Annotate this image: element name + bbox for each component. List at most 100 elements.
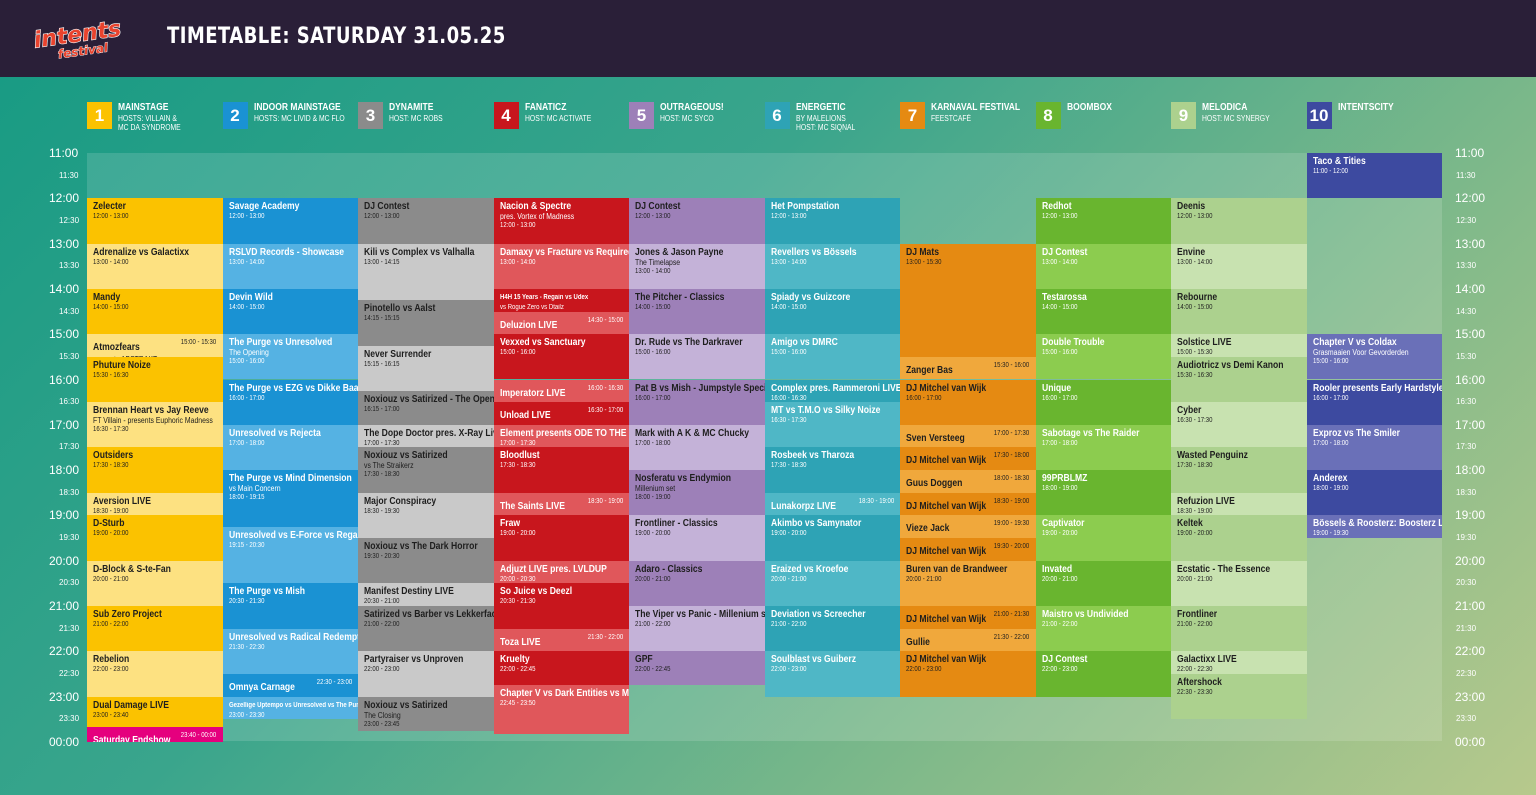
set-slot[interactable]: Gullie 21:30 - 22:00 bbox=[900, 628, 1036, 652]
set-slot[interactable]: Vieze Jack 19:00 - 19:30 bbox=[900, 515, 1036, 539]
set-slot[interactable]: Kruelty 22:00 - 22:45 bbox=[493, 651, 629, 686]
set-slot[interactable]: Damaxy vs Fracture vs Required 13:00 - 14… bbox=[493, 243, 629, 289]
set-slot[interactable]: Partyraiser vs Unproven 22:00 - 23:00 bbox=[358, 651, 494, 697]
set-slot[interactable]: Galactixx LIVE 22:00 - 22:30 bbox=[1171, 651, 1307, 674]
set-slot[interactable]: The Dope Doctor pres. X-Ray Live 17:00 - … bbox=[358, 424, 494, 448]
set-slot[interactable]: Eraized vs Kroefoe 20:00 - 21:00 bbox=[764, 560, 900, 606]
set-slot[interactable]: Aftershock 22:30 - 23:30 bbox=[1171, 673, 1307, 720]
set-slot[interactable]: Complex pres. Rammeroni LIVE 16:00 - 16:3… bbox=[764, 379, 900, 403]
set-slot[interactable]: Rebelion 22:00 - 23:00 bbox=[87, 651, 223, 697]
set-slot[interactable]: DJ Mitchel van Wijk 18:30 - 19:00 bbox=[900, 492, 1036, 516]
set-slot[interactable]: Saturday Endshow 23:40 - 00:00 bbox=[87, 726, 223, 742]
set-slot[interactable]: MT vs T.M.O vs Silky Noize 16:30 - 17:30 bbox=[764, 402, 900, 448]
set-slot[interactable]: Nosferatu vs Endymion Millenium set 18:00 … bbox=[629, 470, 765, 516]
set-slot[interactable]: Akimbo vs Samynator 19:00 - 20:00 bbox=[764, 515, 900, 561]
set-slot[interactable]: 99PRBLMZ 18:00 - 19:00 bbox=[1035, 470, 1171, 516]
set-slot[interactable]: Unique 16:00 - 17:00 bbox=[1035, 379, 1171, 425]
set-slot[interactable]: Zelecter 12:00 - 13:00 bbox=[87, 198, 223, 244]
set-slot[interactable]: Manifest Destiny LIVE 20:30 - 21:00 bbox=[358, 583, 494, 606]
set-slot[interactable]: DJ Contest 12:00 - 13:00 bbox=[629, 198, 765, 244]
set-slot[interactable]: DJ Mitchel van Wijk 21:00 - 21:30 bbox=[900, 606, 1036, 629]
set-slot[interactable]: Savage Academy 12:00 - 13:00 bbox=[222, 198, 358, 244]
set-slot[interactable]: Adrenalize vs Galactixx 13:00 - 14:00 bbox=[87, 243, 223, 289]
set-slot[interactable]: DJ Contest 12:00 - 13:00 bbox=[358, 198, 494, 244]
set-slot[interactable]: Atmozfearspresents ABSTRAKT 15:00 - 15:30 bbox=[87, 334, 223, 357]
set-slot[interactable]: Testarossa 14:00 - 15:00 bbox=[1035, 288, 1171, 335]
set-slot[interactable]: DJ Mitchel van Wijk 22:00 - 23:00 bbox=[900, 651, 1036, 697]
set-slot[interactable]: Noxiouz vs Satirized The Closing 23:00 - 2… bbox=[358, 696, 494, 731]
set-slot[interactable]: Chapter V vs Dark Entities vs Mortis22:4… bbox=[493, 685, 629, 735]
set-slot[interactable]: Major Conspiracy 18:30 - 19:30 bbox=[358, 492, 494, 539]
set-slot[interactable]: Exproz vs The Smiler 17:00 - 18:00 bbox=[1306, 424, 1442, 471]
set-slot[interactable]: Phuture Noize 15:30 - 16:30 bbox=[87, 356, 223, 403]
set-slot[interactable]: Unload LIVE 16:30 - 17:00 bbox=[493, 402, 629, 425]
set-slot[interactable]: DJ Mitchel van Wijk 17:30 - 18:00 bbox=[900, 447, 1036, 471]
set-slot[interactable]: Solstice LIVE 15:00 - 15:30 bbox=[1171, 334, 1307, 357]
set-slot[interactable]: DJ Mitchel van Wijk 19:30 - 20:00 bbox=[900, 538, 1036, 561]
set-slot[interactable]: Het Pompstation 12:00 - 13:00 bbox=[764, 198, 900, 244]
set-slot[interactable]: Revellers vs Bössels 13:00 - 14:00 bbox=[764, 243, 900, 289]
set-slot[interactable]: Double Trouble 15:00 - 16:00 bbox=[1035, 334, 1171, 380]
set-slot[interactable]: Unresolved vs E-Force vs Regain 19:15 - 2… bbox=[222, 526, 358, 584]
set-slot[interactable]: Ecstatic - The Essence 20:00 - 21:00 bbox=[1171, 560, 1307, 606]
set-slot[interactable]: Spiady vs Guizcore 14:00 - 15:00 bbox=[764, 288, 900, 335]
set-slot[interactable]: Jones & Jason Payne The Timelapse 13:00 - … bbox=[629, 243, 765, 289]
set-slot[interactable]: Deenis 12:00 - 13:00 bbox=[1171, 198, 1307, 244]
set-slot[interactable]: RSLVD Records - Showcase 13:00 - 14:00 bbox=[222, 243, 358, 289]
set-slot[interactable]: Noxiouz vs The Dark Horror 19:30 - 20:30 bbox=[358, 538, 494, 584]
set-slot[interactable]: Audiotricz vs Demi Kanon 15:30 - 16:30 bbox=[1171, 356, 1307, 403]
set-slot[interactable]: Noxiouz vs Satirized - The Opening 16:15 … bbox=[358, 390, 494, 425]
set-slot[interactable]: Rosbeek vs Tharoza 17:30 - 18:30 bbox=[764, 447, 900, 493]
set-slot[interactable]: Gezellige Uptempo vs Unresolved vs The P… bbox=[222, 696, 358, 720]
set-slot[interactable]: The Purge vs Mish 20:30 - 21:30 bbox=[222, 583, 358, 629]
set-slot[interactable]: Toza LIVE 21:30 - 22:00 bbox=[493, 628, 629, 652]
set-slot[interactable]: The Purge vs Unresolved The Opening 15:00 … bbox=[222, 334, 358, 380]
set-slot[interactable]: DJ Contest 13:00 - 14:00 bbox=[1035, 243, 1171, 289]
set-slot[interactable]: Bössels & Roosterz: Boosterz LIVE19:00 -… bbox=[1306, 515, 1442, 539]
set-slot[interactable]: Element presents ODE TO THE PAST17:00 - … bbox=[493, 424, 629, 448]
set-slot[interactable]: Dual Damage LIVE 23:00 - 23:40 bbox=[87, 696, 223, 727]
set-slot[interactable]: Invated 20:00 - 21:00 bbox=[1035, 560, 1171, 606]
set-slot[interactable]: Satirized vs Barber vs Lekkerfaces 21:00 … bbox=[358, 606, 494, 652]
set-slot[interactable]: D-Block & S-te-Fan 20:00 - 21:00 bbox=[87, 560, 223, 606]
set-slot[interactable]: Sven Versteeg 17:00 - 17:30 bbox=[900, 424, 1036, 448]
set-slot[interactable]: Cyber 16:30 - 17:30 bbox=[1171, 402, 1307, 448]
set-slot[interactable]: Omnya Carnage 22:30 - 23:00 bbox=[222, 673, 358, 697]
set-slot[interactable]: Taco & Tities 11:00 - 12:00 bbox=[1306, 153, 1442, 199]
set-slot[interactable]: Buren van de Brandweer 20:00 - 21:00 bbox=[900, 560, 1036, 606]
set-slot[interactable]: Dr. Rude vs The Darkraver 15:00 - 16:00 bbox=[629, 334, 765, 380]
set-slot[interactable]: So Juice vs Deezl 20:30 - 21:30 bbox=[493, 583, 629, 629]
set-slot[interactable]: Refuzion LIVE 18:30 - 19:00 bbox=[1171, 492, 1307, 516]
set-slot[interactable]: Mark with A K & MC Chucky 17:00 - 18:00 bbox=[629, 424, 765, 471]
set-slot[interactable]: Redhot 12:00 - 13:00 bbox=[1035, 198, 1171, 244]
set-slot[interactable]: Vexxed vs Sanctuary 15:00 - 16:00 bbox=[493, 334, 629, 380]
set-slot[interactable]: DJ Mats 13:00 - 15:30 bbox=[900, 243, 1036, 357]
set-slot[interactable]: Adjuzt LIVE pres. LVLDUP 20:00 - 20:30 bbox=[493, 560, 629, 584]
set-slot[interactable]: Guus Doggen 18:00 - 18:30 bbox=[900, 470, 1036, 493]
set-slot[interactable]: Chapter V vs Coldax Grasmaaien Voor Gevor… bbox=[1306, 334, 1442, 380]
set-slot[interactable]: Sub Zero Project 21:00 - 22:00 bbox=[87, 606, 223, 652]
set-slot[interactable]: Unresolved vs Radical Redemption 21:30 - … bbox=[222, 628, 358, 674]
set-slot[interactable]: Sabotage vs The Raider 17:00 - 18:00 bbox=[1035, 424, 1171, 471]
set-slot[interactable]: Devin Wild 14:00 - 15:00 bbox=[222, 288, 358, 335]
set-slot[interactable]: Zanger Bas 15:30 - 16:00 bbox=[900, 356, 1036, 380]
set-slot[interactable]: Envine 13:00 - 14:00 bbox=[1171, 243, 1307, 289]
set-slot[interactable]: Maistro vs Undivided 21:00 - 22:00 bbox=[1035, 606, 1171, 652]
set-slot[interactable]: Outsiders 17:30 - 18:30 bbox=[87, 447, 223, 493]
set-slot[interactable]: Frontliner - Classics 19:00 - 20:00 bbox=[629, 515, 765, 561]
set-slot[interactable]: Soulblast vs Guiberz 22:00 - 23:00 bbox=[764, 651, 900, 697]
set-slot[interactable]: Rebourne 14:00 - 15:00 bbox=[1171, 288, 1307, 335]
set-slot[interactable]: Imperatorz LIVE 16:00 - 16:30 bbox=[493, 379, 629, 403]
set-slot[interactable]: The Saints LIVE 18:30 - 19:00 bbox=[493, 492, 629, 516]
set-slot[interactable]: Deviation vs Screecher 21:00 - 22:00 bbox=[764, 606, 900, 652]
set-slot[interactable]: Fraw 19:00 - 20:00 bbox=[493, 515, 629, 561]
set-slot[interactable]: Deluzion LIVE 14:30 - 15:00 bbox=[493, 311, 629, 335]
set-slot[interactable]: The Purge vs EZG vs Dikke Baap 16:00 - 17… bbox=[222, 379, 358, 425]
set-slot[interactable]: DJ Mitchel van Wijk 16:00 - 17:00 bbox=[900, 379, 1036, 425]
set-slot[interactable]: Wasted Penguinz 17:30 - 18:30 bbox=[1171, 447, 1307, 493]
set-slot[interactable]: D-Sturb 19:00 - 20:00 bbox=[87, 515, 223, 561]
set-slot[interactable]: Frontliner 21:00 - 22:00 bbox=[1171, 606, 1307, 652]
set-slot[interactable]: GPF 22:00 - 22:45 bbox=[629, 651, 765, 686]
set-slot[interactable]: Nacion & Spectre pres. Vortex of Madness 1… bbox=[493, 198, 629, 244]
set-slot[interactable]: Pinotello vs Aalst 14:15 - 15:15 bbox=[358, 300, 494, 346]
